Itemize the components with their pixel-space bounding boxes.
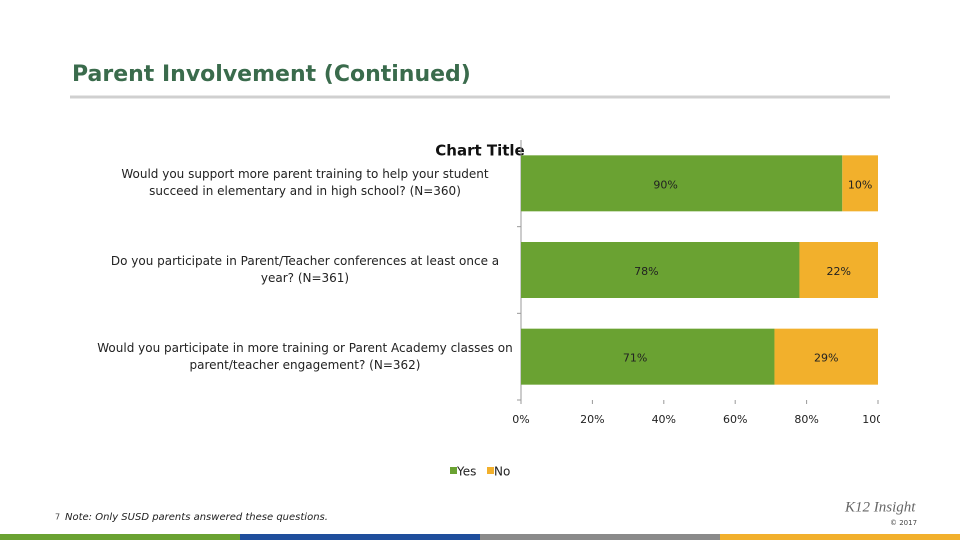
slide-title: Parent Involvement (Continued) bbox=[72, 62, 471, 87]
copyright: © 2017 bbox=[890, 519, 917, 527]
x-tick-label: 40% bbox=[652, 413, 676, 426]
bar bbox=[521, 328, 775, 385]
value-label: 10% bbox=[848, 178, 872, 191]
value-label: 78% bbox=[634, 265, 658, 278]
bar bbox=[521, 155, 843, 212]
footer-stripe bbox=[0, 534, 240, 540]
value-label: 22% bbox=[827, 265, 851, 278]
value-label: 29% bbox=[814, 352, 838, 365]
category-label: Would you support more parent training t… bbox=[121, 167, 489, 199]
category-label: Do you participate in Parent/Teacher con… bbox=[110, 254, 500, 285]
footer-stripe bbox=[240, 534, 480, 540]
x-tick-label: 0% bbox=[512, 413, 529, 426]
bar bbox=[842, 155, 878, 212]
x-tick-label: 80% bbox=[794, 413, 818, 426]
bar bbox=[799, 242, 878, 298]
x-tick-label: 20% bbox=[580, 413, 604, 426]
footer-stripe bbox=[480, 534, 720, 540]
legend-swatch bbox=[487, 467, 494, 474]
value-label: 71% bbox=[623, 352, 647, 365]
legend-swatch bbox=[450, 467, 457, 474]
legend-label: No bbox=[494, 465, 510, 479]
bar bbox=[521, 242, 800, 298]
value-label: 90% bbox=[653, 178, 677, 191]
logo: K12 Insight bbox=[844, 499, 916, 515]
chart-title: Chart Title bbox=[435, 142, 524, 160]
note: Note: Only SUSD parents answered these q… bbox=[65, 512, 328, 523]
bar bbox=[774, 328, 878, 385]
legend-label: Yes bbox=[456, 465, 476, 479]
x-tick-label: 60% bbox=[723, 413, 747, 426]
category-label: Would you participate in more training o… bbox=[97, 340, 513, 372]
footer-stripe bbox=[720, 534, 960, 540]
page-number: 7 bbox=[55, 513, 60, 522]
x-tick-label: 100% bbox=[862, 413, 893, 426]
